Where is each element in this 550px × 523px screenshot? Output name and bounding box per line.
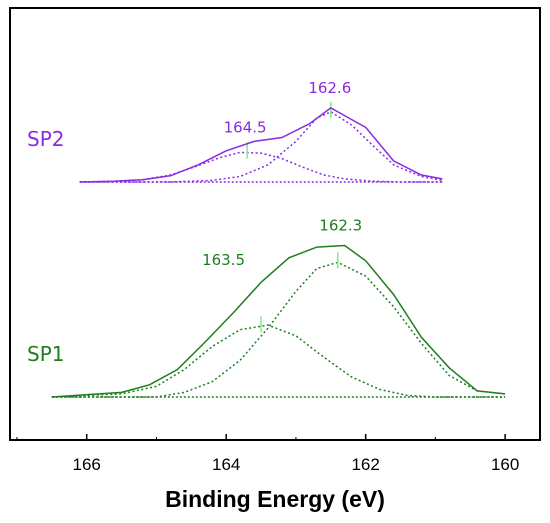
x-axis-title: Binding Energy (eV) xyxy=(165,486,385,512)
series-name-label: SP1 xyxy=(27,342,64,366)
peak-label: 162.6 xyxy=(308,79,351,97)
x-tick-label: 160 xyxy=(491,455,519,474)
component-line xyxy=(79,151,443,183)
series-sp2: SP2 164.5 162.6 xyxy=(27,79,443,183)
x-tick-label: 162 xyxy=(351,455,379,474)
peak-label: 162.3 xyxy=(319,217,362,235)
x-tick-label: 166 xyxy=(73,455,101,474)
series-name-label: SP2 xyxy=(27,127,64,151)
peak-label: 164.5 xyxy=(224,118,267,136)
plot-frame xyxy=(9,7,541,441)
envelope-line xyxy=(51,244,506,398)
component-line xyxy=(51,261,506,398)
x-axis: 166 164 162 160 xyxy=(16,434,519,474)
component-line xyxy=(79,110,443,183)
envelope-line xyxy=(79,107,443,183)
x-tick-label: 164 xyxy=(212,455,240,474)
peak-label: 163.5 xyxy=(202,251,245,269)
series-sp1: SP1 163.5 162.3 xyxy=(27,217,506,398)
plot-area: SP2 164.5 162.6 SP1 163.5 162.3 xyxy=(27,79,506,398)
